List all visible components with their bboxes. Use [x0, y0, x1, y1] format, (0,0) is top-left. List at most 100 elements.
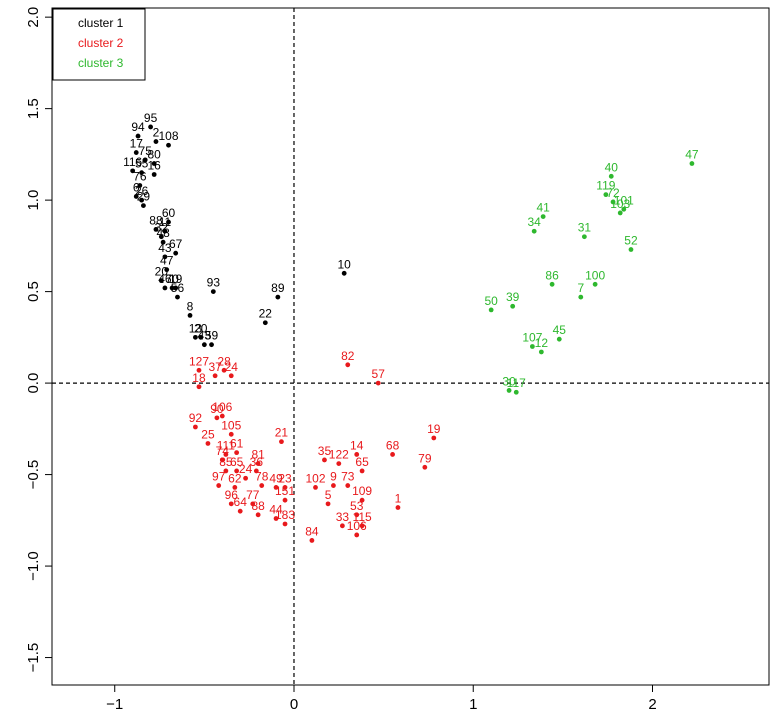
point-label: 86 [545, 268, 559, 282]
data-point [538, 349, 544, 355]
point-label: 16 [147, 159, 161, 173]
point-label: 93 [207, 276, 221, 290]
y-tick-label: 1.0 [25, 190, 42, 211]
point-label: 21 [275, 426, 289, 440]
point-label: 53 [350, 499, 364, 513]
point-label: 33 [336, 510, 350, 524]
data-point [196, 384, 202, 390]
data-point [219, 413, 225, 419]
data-point [133, 194, 139, 199]
point-label: 78 [255, 470, 269, 484]
data-point [187, 312, 193, 318]
data-point [228, 431, 234, 437]
x-tick-label: −1 [106, 696, 123, 713]
data-point [253, 468, 259, 474]
data-point [133, 150, 139, 155]
point-label: 47 [160, 254, 174, 268]
point-label: 70 [165, 272, 179, 286]
point-label: 24 [239, 462, 253, 476]
data-point [135, 133, 141, 139]
point-label: 59 [205, 329, 219, 343]
data-point [313, 484, 318, 490]
data-point [282, 521, 288, 527]
data-point [193, 424, 198, 430]
point-label: 106 [347, 519, 367, 533]
data-point [431, 435, 437, 441]
data-point [228, 501, 234, 507]
point-label: 73 [341, 470, 355, 484]
data-point [255, 461, 261, 467]
data-point [345, 362, 351, 368]
data-point [209, 342, 214, 348]
data-point [142, 157, 148, 163]
data-point [151, 161, 157, 166]
point-label: 89 [271, 281, 285, 295]
point-label: 19 [169, 272, 183, 286]
data-point [198, 334, 204, 340]
point-label: 45 [553, 323, 567, 337]
data-point [210, 289, 216, 295]
y-tick-label: 2.0 [25, 7, 42, 28]
data-point [279, 439, 284, 445]
point-label: 30 [502, 374, 516, 388]
point-label: 103 [610, 197, 630, 211]
data-point [488, 307, 494, 313]
point-label: 127 [189, 354, 209, 368]
point-label: 122 [329, 448, 349, 462]
point-label: 151 [275, 484, 295, 498]
point-label: 75 [139, 144, 153, 158]
data-point [581, 234, 587, 240]
point-label: 23 [278, 471, 292, 485]
data-point [151, 172, 157, 177]
point-label: 47 [685, 148, 699, 162]
x-tick-label: 0 [290, 696, 298, 713]
point-label: 117 [507, 376, 526, 390]
data-point [628, 247, 634, 252]
data-point [608, 173, 614, 179]
point-label: 52 [624, 234, 638, 248]
legend: cluster 1 cluster 2 cluster 3 [52, 8, 146, 81]
data-point [139, 170, 145, 176]
point-label: 82 [341, 349, 355, 363]
data-point [390, 452, 395, 457]
point-label: 105 [221, 418, 241, 432]
y-tick-label: −1.0 [25, 551, 42, 581]
data-point [621, 206, 627, 212]
point-label: 6 [133, 180, 140, 194]
data-point [237, 508, 243, 514]
data-point [331, 483, 336, 488]
y-tick-label: 1.5 [25, 98, 42, 119]
point-label: 95 [144, 111, 158, 125]
data-point [212, 373, 218, 379]
data-point [221, 367, 227, 373]
point-label: 26 [135, 184, 149, 198]
data-point [325, 501, 331, 507]
data-point [422, 464, 428, 470]
data-point [341, 270, 347, 276]
data-point [259, 483, 265, 488]
point-label: 96 [225, 488, 239, 502]
data-point [228, 373, 234, 379]
data-point [689, 161, 695, 166]
data-point [354, 512, 360, 518]
data-point [395, 505, 401, 510]
data-point [162, 285, 168, 291]
data-point [162, 228, 168, 234]
point-label: 72 [606, 186, 620, 200]
data-point [359, 523, 365, 529]
point-label: 43 [198, 329, 212, 343]
point-label: 20 [194, 321, 208, 335]
data-point [173, 285, 179, 291]
data-point [216, 483, 222, 488]
point-label: 64 [234, 495, 248, 509]
axes: −1 0 1 2−1.5−1.0−0.50.00.51.01.52.0 [25, 7, 657, 713]
data-point [219, 457, 225, 463]
point-label: 32 [155, 221, 169, 235]
point-label: 109 [352, 484, 372, 498]
point-label: 80 [147, 148, 161, 162]
point-label: 49 [269, 471, 283, 485]
data-point [243, 475, 248, 481]
point-label: 29 [137, 190, 151, 204]
